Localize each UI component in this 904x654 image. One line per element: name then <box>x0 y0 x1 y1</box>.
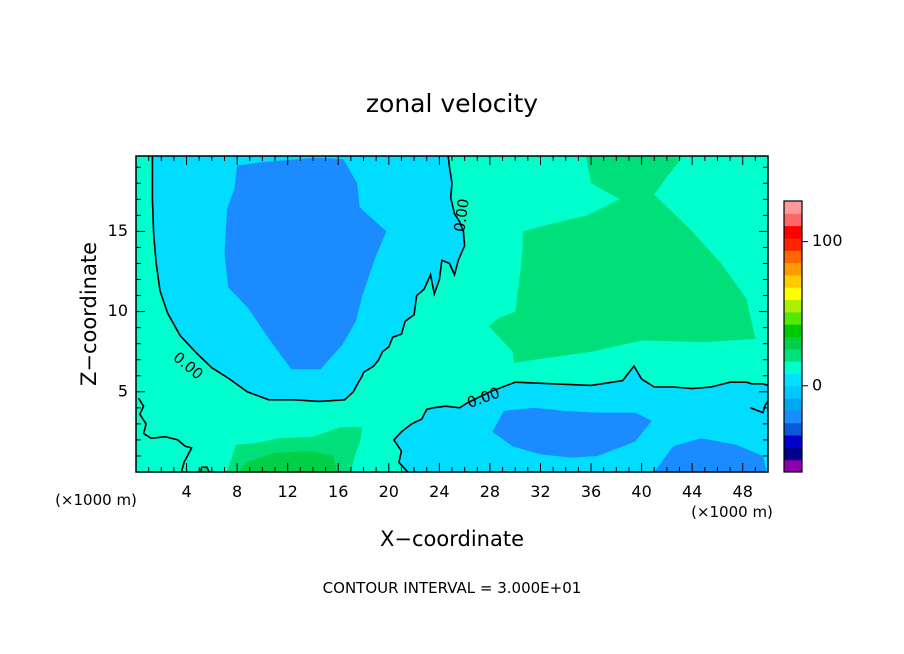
colorbar-tick-label: 0 <box>812 375 822 394</box>
x-tick-label: 44 <box>682 482 702 501</box>
colorbar-tick-label: 100 <box>812 231 843 250</box>
x-tick-label: 24 <box>429 482 449 501</box>
colorbar-swatch <box>784 237 802 251</box>
colorbar-swatch <box>784 348 802 362</box>
zero-contours <box>137 156 768 472</box>
contour-label: 0.00 <box>450 197 472 233</box>
colorbar-swatch <box>784 250 802 264</box>
colorbar-swatch <box>784 201 802 214</box>
colorbar-swatch <box>784 435 802 448</box>
colorbar-swatch <box>784 361 802 374</box>
chart-title: zonal velocity <box>366 89 538 118</box>
colorbar-swatch <box>784 213 802 227</box>
velocity-region-negative-west <box>224 157 387 370</box>
colorbar-swatch <box>784 311 802 325</box>
velocity-region-negative-east-corner <box>654 438 767 472</box>
colorbar-swatch <box>784 336 802 350</box>
y-tick-label: 5 <box>118 381 128 400</box>
x-tick-label: 32 <box>530 482 550 501</box>
y-tick-label: 15 <box>108 221 128 240</box>
colorbar-swatch <box>784 422 802 436</box>
x-unit-left: (×1000 m) <box>55 491 137 509</box>
velocity-region-positive-low-west-core <box>238 451 337 472</box>
y-tick-label: 10 <box>108 301 128 320</box>
x-tick-label: 40 <box>631 482 651 501</box>
colorbar-swatch <box>784 324 802 337</box>
zero-contour-line <box>750 400 768 414</box>
colorbar-swatch <box>784 225 802 239</box>
x-tick-label: 4 <box>181 482 191 501</box>
zero-contour-line <box>151 156 466 403</box>
colorbar-frame <box>783 200 803 473</box>
x-unit-right: (×1000 m) <box>691 503 773 521</box>
contour-field: 0.000.000.00 <box>136 156 768 472</box>
y-axis-label: Z−coordinate <box>77 242 101 386</box>
x-tick-label: 36 <box>581 482 601 501</box>
x-axis-ticks: 4 8 12 16 20 24 28 32 36 40 44 48 <box>148 156 756 501</box>
colorbar-swatch <box>784 459 802 473</box>
zero-contour-line <box>199 466 211 472</box>
colorbar-swatch <box>784 385 802 399</box>
zero-contour-line <box>392 364 768 472</box>
x-tick-label: 16 <box>328 482 348 501</box>
x-axis-label: X−coordinate <box>380 527 524 551</box>
colorbar-swatch <box>784 373 802 387</box>
x-tick-label: 28 <box>480 482 500 501</box>
colorbar-swatch <box>784 410 802 424</box>
colorbar-swatch <box>784 287 802 301</box>
x-tick-label: 8 <box>232 482 242 501</box>
velocity-region-positive-northeast <box>488 156 756 363</box>
colorbar: 0 100 <box>783 200 843 473</box>
x-tick-label: 20 <box>379 482 399 501</box>
y-axis-ticks: 5 10 15 <box>108 166 768 457</box>
colorbar-swatch <box>784 262 802 276</box>
colorbar-swatch <box>784 447 802 461</box>
zero-contour-line <box>137 397 193 472</box>
velocity-region-negative-east-low <box>492 407 652 458</box>
colorbar-swatch <box>784 299 802 313</box>
x-tick-label: 12 <box>278 482 298 501</box>
contour-interval-note: CONTOUR INTERVAL = 3.000E+01 <box>323 579 582 597</box>
x-tick-label: 48 <box>733 482 753 501</box>
colorbar-swatch <box>784 398 802 411</box>
velocity-regions <box>199 156 767 472</box>
colorbar-swatch <box>784 274 802 288</box>
